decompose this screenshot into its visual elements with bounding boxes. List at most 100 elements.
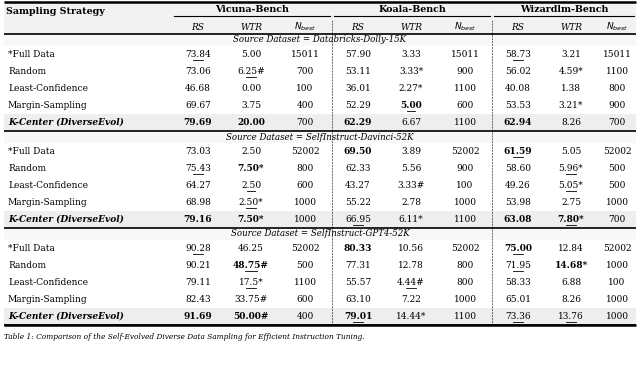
Text: 13.76: 13.76 — [558, 312, 584, 321]
Bar — [4, 97, 636, 114]
Text: 1100: 1100 — [454, 215, 477, 224]
Text: Source Dataset = SelfInstruct-Davinci-52K: Source Dataset = SelfInstruct-Davinci-52… — [226, 132, 414, 142]
Text: 3.75: 3.75 — [241, 101, 261, 110]
Text: 62.94: 62.94 — [504, 118, 532, 127]
Text: 3.33*: 3.33* — [399, 67, 423, 76]
Text: 79.16: 79.16 — [184, 215, 212, 224]
Text: Sampling Strategy: Sampling Strategy — [6, 7, 105, 15]
Text: 53.98: 53.98 — [505, 198, 531, 207]
Text: 79.01: 79.01 — [344, 312, 372, 321]
Text: 4.59*: 4.59* — [559, 67, 584, 76]
Text: 57.90: 57.90 — [345, 50, 371, 59]
Text: 73.06: 73.06 — [185, 67, 211, 76]
Bar — [4, 160, 636, 177]
Text: 77.31: 77.31 — [345, 261, 371, 270]
Text: 1.38: 1.38 — [561, 84, 581, 93]
Text: 400: 400 — [296, 312, 314, 321]
Text: $N_{best}$: $N_{best}$ — [294, 21, 316, 33]
Text: 2.50*: 2.50* — [239, 198, 263, 207]
Text: *Full Data: *Full Data — [8, 147, 55, 156]
Text: 15011: 15011 — [603, 50, 632, 59]
Text: 1100: 1100 — [605, 67, 628, 76]
Text: 600: 600 — [456, 101, 474, 110]
Text: *Full Data: *Full Data — [8, 50, 55, 59]
Text: RS: RS — [511, 23, 524, 31]
Bar — [4, 228, 636, 240]
Bar — [4, 274, 636, 291]
Text: 58.33: 58.33 — [505, 278, 531, 287]
Text: 1000: 1000 — [605, 312, 628, 321]
Text: 1100: 1100 — [454, 84, 477, 93]
Text: 100: 100 — [609, 278, 626, 287]
Bar — [4, 46, 636, 63]
Text: Source Dataset = Databricks-Dolly-15K: Source Dataset = Databricks-Dolly-15K — [234, 35, 406, 45]
Text: 600: 600 — [296, 181, 314, 190]
Text: 6.11*: 6.11* — [399, 215, 423, 224]
Text: K-Center (DiverseEvol): K-Center (DiverseEvol) — [8, 312, 124, 321]
Text: 1000: 1000 — [454, 295, 477, 304]
Text: 62.29: 62.29 — [344, 118, 372, 127]
Bar — [4, 211, 636, 228]
Bar — [4, 2, 636, 20]
Text: 900: 900 — [609, 101, 626, 110]
Text: 73.84: 73.84 — [185, 50, 211, 59]
Bar — [4, 177, 636, 194]
Text: 90.21: 90.21 — [185, 261, 211, 270]
Text: 1000: 1000 — [605, 261, 628, 270]
Text: 5.05*: 5.05* — [559, 181, 584, 190]
Text: Least-Confidence: Least-Confidence — [8, 181, 88, 190]
Text: 12.84: 12.84 — [558, 244, 584, 253]
Text: 7.50*: 7.50* — [237, 215, 264, 224]
Text: 700: 700 — [296, 67, 314, 76]
Text: 5.00: 5.00 — [400, 101, 422, 110]
Text: 5.56: 5.56 — [401, 164, 421, 173]
Text: WTR: WTR — [560, 23, 582, 31]
Text: K-Center (DiverseEvol): K-Center (DiverseEvol) — [8, 215, 124, 224]
Text: 55.22: 55.22 — [345, 198, 371, 207]
Bar — [4, 114, 636, 131]
Text: 49.26: 49.26 — [505, 181, 531, 190]
Bar — [4, 194, 636, 211]
Text: 100: 100 — [296, 84, 314, 93]
Text: 1000: 1000 — [294, 198, 317, 207]
Text: Least-Confidence: Least-Confidence — [8, 278, 88, 287]
Text: 2.50: 2.50 — [241, 181, 261, 190]
Text: 15011: 15011 — [451, 50, 479, 59]
Bar — [4, 143, 636, 160]
Text: 46.68: 46.68 — [185, 84, 211, 93]
Text: 100: 100 — [456, 181, 474, 190]
Text: 79.11: 79.11 — [185, 278, 211, 287]
Text: 73.03: 73.03 — [185, 147, 211, 156]
Text: 52002: 52002 — [603, 147, 631, 156]
Text: 53.11: 53.11 — [345, 67, 371, 76]
Text: 15011: 15011 — [291, 50, 319, 59]
Text: 3.21: 3.21 — [561, 50, 581, 59]
Text: 69.67: 69.67 — [185, 101, 211, 110]
Text: 1000: 1000 — [454, 198, 477, 207]
Bar — [4, 257, 636, 274]
Text: Source Dataset = SelfInstruct-GPT4-52K: Source Dataset = SelfInstruct-GPT4-52K — [230, 230, 410, 238]
Text: K-Center (DiverseEvol): K-Center (DiverseEvol) — [8, 118, 124, 127]
Text: 800: 800 — [609, 84, 626, 93]
Text: 48.75#: 48.75# — [233, 261, 269, 270]
Text: Margin-Sampling: Margin-Sampling — [8, 295, 88, 304]
Text: 52.29: 52.29 — [345, 101, 371, 110]
Text: 3.21*: 3.21* — [559, 101, 583, 110]
Text: 2.27*: 2.27* — [399, 84, 423, 93]
Text: 3.33: 3.33 — [401, 50, 421, 59]
Text: 800: 800 — [456, 261, 474, 270]
Text: 5.00: 5.00 — [241, 50, 261, 59]
Text: 58.73: 58.73 — [505, 50, 531, 59]
Text: RS: RS — [191, 23, 204, 31]
Text: 1000: 1000 — [605, 295, 628, 304]
Text: 3.33#: 3.33# — [397, 181, 424, 190]
Text: WTR: WTR — [400, 23, 422, 31]
Text: 91.69: 91.69 — [184, 312, 212, 321]
Text: 63.08: 63.08 — [504, 215, 532, 224]
Text: 1000: 1000 — [605, 198, 628, 207]
Text: 52002: 52002 — [451, 244, 479, 253]
Text: Table 1: Comparison of the Self-Evolved Diverse Data Sampling for Efficient Inst: Table 1: Comparison of the Self-Evolved … — [4, 333, 365, 341]
Text: 500: 500 — [608, 164, 626, 173]
Text: RS: RS — [351, 23, 364, 31]
Bar — [4, 34, 636, 46]
